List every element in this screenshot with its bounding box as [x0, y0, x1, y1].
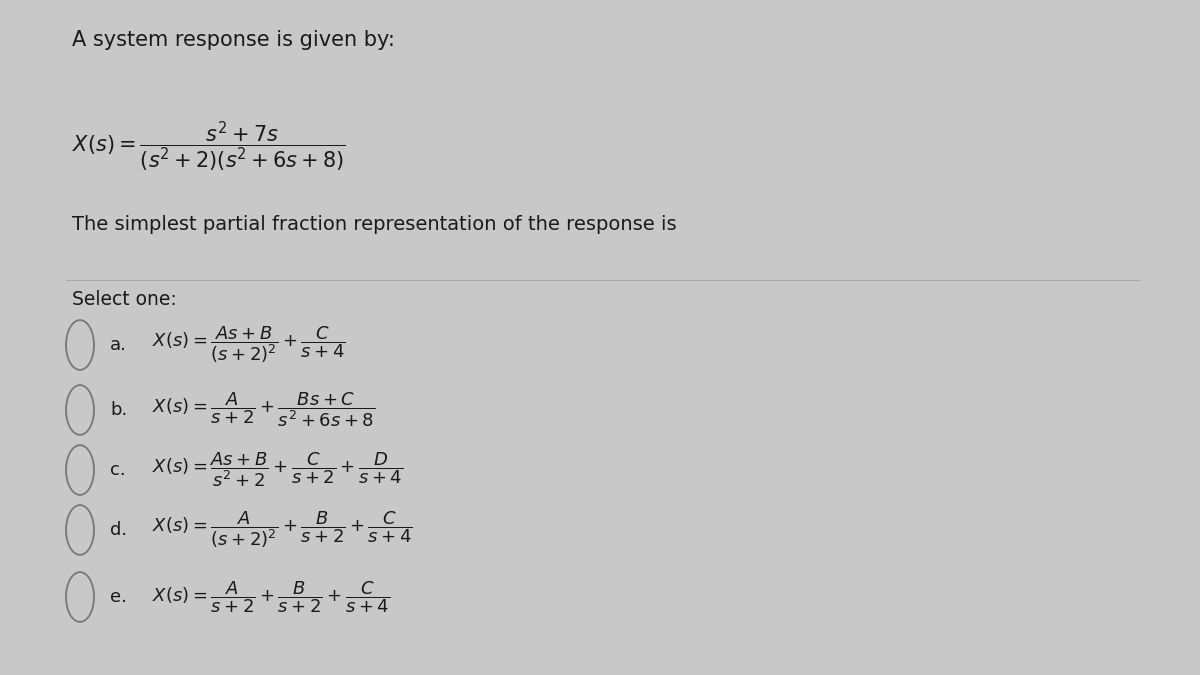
Text: $\mathit{X(s)} = \dfrac{As+B}{s^2+2} + \dfrac{C}{s+2} + \dfrac{D}{s+4}$: $\mathit{X(s)} = \dfrac{As+B}{s^2+2} + \…	[152, 451, 403, 489]
Text: $\mathit{X(s)} = \dfrac{A}{s+2} + \dfrac{Bs+C}{s^2+6s+8}$: $\mathit{X(s)} = \dfrac{A}{s+2} + \dfrac…	[152, 391, 376, 429]
Text: $\mathit{X(s)} = \dfrac{As+B}{(s+2)^2} + \dfrac{C}{s+4}$: $\mathit{X(s)} = \dfrac{As+B}{(s+2)^2} +…	[152, 325, 346, 365]
Text: A system response is given by:: A system response is given by:	[72, 30, 395, 50]
Text: e.: e.	[110, 588, 127, 606]
Text: $\mathit{X(s)} = \dfrac{s^2+7s}{(s^2+2)(s^2+6s+8)}$: $\mathit{X(s)} = \dfrac{s^2+7s}{(s^2+2)(…	[72, 120, 346, 174]
Text: c.: c.	[110, 461, 126, 479]
Text: a.: a.	[110, 336, 127, 354]
Text: b.: b.	[110, 401, 127, 419]
Text: $\mathit{X(s)} = \dfrac{A}{s+2} + \dfrac{B}{s+2} + \dfrac{C}{s+4}$: $\mathit{X(s)} = \dfrac{A}{s+2} + \dfrac…	[152, 579, 390, 615]
Text: d.: d.	[110, 521, 127, 539]
Text: The simplest partial fraction representation of the response is: The simplest partial fraction representa…	[72, 215, 677, 234]
Text: $\mathit{X(s)} = \dfrac{A}{(s+2)^2} + \dfrac{B}{s+2} + \dfrac{C}{s+4}$: $\mathit{X(s)} = \dfrac{A}{(s+2)^2} + \d…	[152, 510, 413, 550]
Text: Select one:: Select one:	[72, 290, 176, 309]
